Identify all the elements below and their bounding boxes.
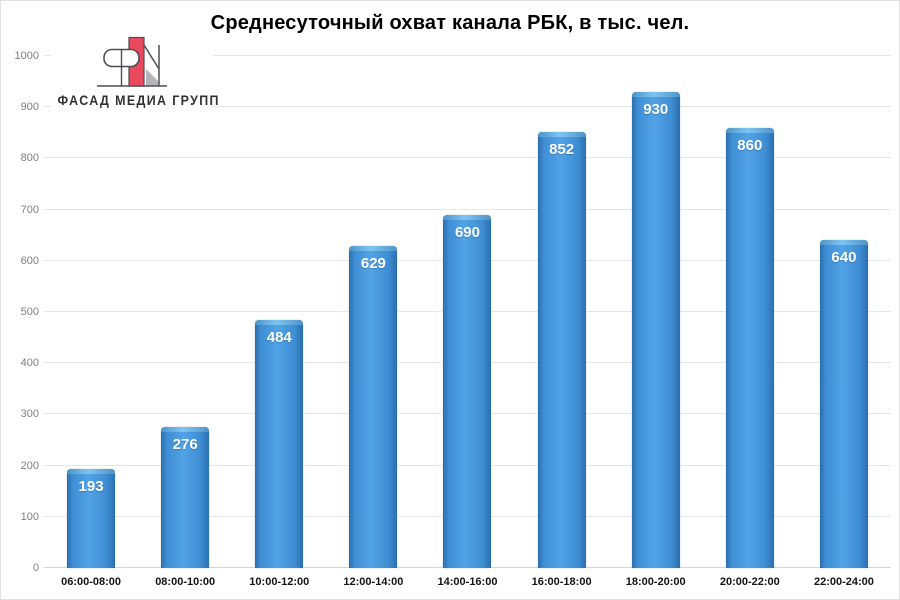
bar-value-label: 640 bbox=[831, 249, 857, 267]
x-tick-label: 10:00-12:00 bbox=[249, 576, 310, 588]
y-tick-label: 900 bbox=[20, 101, 39, 114]
bar: 852 bbox=[537, 131, 586, 568]
bar-value-label: 860 bbox=[737, 136, 763, 154]
bar-value-label: 690 bbox=[454, 223, 480, 241]
bar-value-label: 484 bbox=[266, 329, 292, 347]
y-tick-label: 700 bbox=[20, 203, 39, 216]
bar-slot: 484 bbox=[232, 56, 326, 568]
bar: 860 bbox=[725, 127, 774, 568]
bar: 276 bbox=[161, 426, 210, 568]
bar: 484 bbox=[255, 320, 304, 568]
bar-slot: 690 bbox=[420, 56, 514, 568]
y-tick-label: 800 bbox=[20, 152, 39, 165]
bar: 690 bbox=[443, 214, 492, 568]
y-tick-label: 1000 bbox=[14, 50, 39, 62]
x-axis-labels: 06:00-08:00 08:00-10:00 10:00-12:00 12:00-1… bbox=[44, 576, 891, 588]
bar: 629 bbox=[349, 245, 398, 568]
bar-value-label: 193 bbox=[78, 478, 104, 496]
x-tick-label: 20:00-22:00 bbox=[719, 576, 780, 588]
x-tick-label: 18:00-20:00 bbox=[625, 576, 686, 588]
logo-text: ФАСАД МЕДИА ГРУПП bbox=[57, 93, 220, 108]
y-tick-label: 0 bbox=[32, 562, 39, 574]
bar-slot: 860 bbox=[703, 56, 797, 568]
x-tick-label: 08:00-10:00 bbox=[155, 576, 216, 588]
bar-slot: 629 bbox=[326, 56, 420, 568]
y-tick-label: 500 bbox=[20, 306, 39, 318]
gridline bbox=[44, 106, 891, 108]
bar: 640 bbox=[819, 240, 868, 568]
bars: 193 276 484 629 690 852 930 860 640 bbox=[44, 56, 891, 568]
bar-value-label: 629 bbox=[360, 254, 386, 272]
bar-slot: 276 bbox=[138, 56, 232, 568]
y-axis-labels: 0 100 200 300 400 500 600 700 800 900 1000 bbox=[1, 50, 39, 574]
fasad-media-group-logo: ФАСАД МЕДИА ГРУПП bbox=[51, 34, 220, 111]
chart-title: Среднесуточный охват канала РБК, в тыс. … bbox=[210, 12, 690, 34]
x-tick-label: 22:00-24:00 bbox=[813, 576, 874, 588]
bar-value-label: 276 bbox=[172, 435, 198, 453]
y-tick-label: 100 bbox=[20, 510, 39, 523]
x-tick-label: 06:00-08:00 bbox=[61, 576, 122, 588]
bar: 930 bbox=[631, 91, 680, 568]
y-tick-label: 300 bbox=[20, 408, 39, 421]
bar-value-label: 852 bbox=[549, 140, 575, 158]
x-tick-label: 12:00-14:00 bbox=[343, 576, 404, 588]
bar-slot: 640 bbox=[797, 56, 891, 568]
bar-slot: 193 bbox=[44, 56, 138, 568]
x-tick-label: 14:00-16:00 bbox=[437, 576, 498, 588]
gridline bbox=[44, 208, 891, 210]
y-tick-label: 400 bbox=[20, 357, 39, 370]
gridline bbox=[44, 55, 891, 56]
building-logo-icon bbox=[97, 36, 167, 87]
bar-value-label: 930 bbox=[643, 100, 669, 118]
y-tick-label: 200 bbox=[20, 459, 39, 472]
x-tick-label: 16:00-18:00 bbox=[531, 576, 592, 588]
plot-area: 193 276 484 629 690 852 930 860 640 bbox=[44, 55, 891, 568]
bar-slot: 852 bbox=[515, 56, 609, 568]
bar: 193 bbox=[67, 469, 116, 568]
bar-slot: 930 bbox=[609, 56, 703, 568]
gridline bbox=[44, 157, 891, 159]
y-tick-label: 600 bbox=[20, 254, 39, 267]
